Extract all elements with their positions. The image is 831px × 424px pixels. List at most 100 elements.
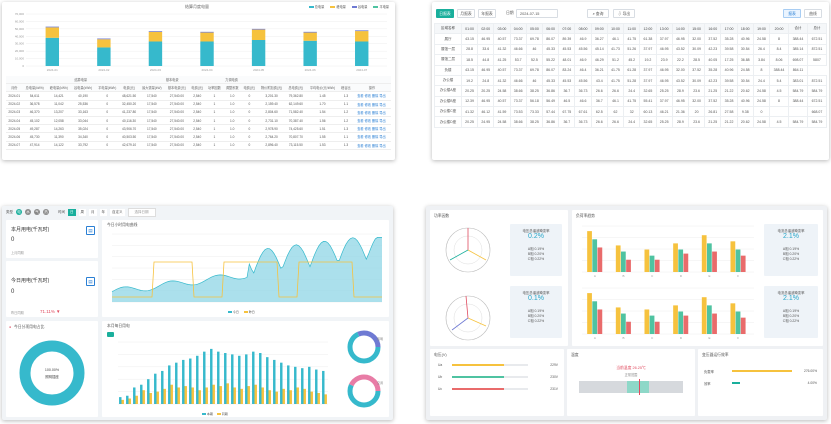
bar-current bbox=[231, 354, 234, 404]
chart-type-toggle[interactable] bbox=[107, 332, 114, 337]
row-action-link[interactable]: 修改 bbox=[364, 94, 371, 99]
electric-icon[interactable]: 电 bbox=[16, 209, 22, 215]
load-bar bbox=[683, 253, 689, 272]
table-cell: 33,792 bbox=[70, 141, 96, 150]
bar-segment bbox=[45, 26, 60, 28]
row-action-link[interactable]: 查看 bbox=[357, 119, 364, 124]
table-cell: 28.8 bbox=[460, 43, 479, 56]
x-tick-label: 2024-05 bbox=[253, 68, 264, 72]
row-action-link[interactable]: 导出 bbox=[379, 94, 386, 99]
row-action-link[interactable]: 删除 bbox=[371, 119, 379, 124]
tab-custom[interactable]: 自定义 bbox=[110, 208, 125, 216]
row-action-link[interactable]: 修改 bbox=[364, 119, 371, 124]
row-action-link[interactable]: 查看 bbox=[357, 110, 364, 115]
row-action-link[interactable]: 修改 bbox=[364, 127, 371, 132]
table-cell: 57.44 bbox=[542, 105, 560, 118]
x-tick-label: F bbox=[737, 274, 739, 278]
row-action-link[interactable]: 导出 bbox=[379, 143, 386, 148]
table-cell: 26.81 bbox=[704, 105, 722, 118]
table-cell: 86.07 bbox=[542, 33, 560, 45]
table-cell: 46.95 bbox=[655, 74, 673, 87]
row-action-link[interactable]: 删除 bbox=[371, 127, 379, 132]
table-cell: 办公楼C座 bbox=[434, 105, 462, 118]
table-cell: 46.9 bbox=[574, 54, 592, 66]
bar-current bbox=[196, 355, 199, 404]
row-action-link[interactable]: 导出 bbox=[379, 110, 386, 115]
table-cell: 35.28 bbox=[720, 95, 738, 108]
table-cell: 45.56 bbox=[574, 43, 592, 56]
water-icon[interactable]: 水 bbox=[25, 209, 31, 215]
row-action-link[interactable]: 查看 bbox=[357, 127, 364, 132]
date-value: 2024-07-15 bbox=[520, 12, 540, 16]
tab-day[interactable]: 日 bbox=[68, 208, 76, 216]
table-cell: 46.6 bbox=[574, 95, 592, 108]
stat-bar bbox=[732, 382, 740, 384]
column-header: 18:00 bbox=[736, 22, 754, 35]
bar-current bbox=[217, 351, 220, 404]
voltage-row: Ua 229V bbox=[438, 363, 558, 375]
table-cell: 14,263 bbox=[46, 124, 71, 134]
row-action-link[interactable]: 删除 bbox=[371, 143, 379, 148]
row-action-link[interactable]: 导出 bbox=[379, 135, 386, 140]
row-action-link[interactable]: 查看 bbox=[357, 143, 364, 148]
row-action-link[interactable]: 删除 bbox=[371, 102, 379, 107]
bar-current bbox=[154, 373, 157, 404]
tab-year[interactable]: 年 bbox=[99, 208, 107, 216]
gauge-sub: 正常范围 bbox=[624, 373, 638, 377]
row-action-link[interactable]: 删除 bbox=[371, 94, 379, 99]
row-action-link[interactable]: 修改 bbox=[364, 110, 371, 115]
row-action-link[interactable]: 查看 bbox=[357, 102, 364, 107]
table-cell: 18.5 bbox=[460, 54, 479, 66]
table-cell: 35.28 bbox=[720, 33, 738, 45]
row-action-link[interactable]: 导出 bbox=[379, 119, 386, 124]
table-cell: 43.4 bbox=[590, 74, 608, 87]
bar-previous bbox=[282, 388, 285, 404]
table-cell: 61.28 bbox=[623, 64, 641, 76]
export-button[interactable]: ⇩ 导出 bbox=[613, 9, 635, 18]
table-cell: 40,190 bbox=[70, 91, 96, 101]
date-picker[interactable]: 2024-07-15 bbox=[516, 9, 558, 18]
daily-title: 本月每日用电 bbox=[107, 324, 130, 328]
kpi-value: 0.1% bbox=[528, 295, 544, 302]
tab-yearly-report[interactable]: 年报表 bbox=[478, 9, 496, 18]
table-cell: 34,340 bbox=[70, 132, 96, 142]
bar-previous bbox=[289, 390, 292, 404]
table-cell: 672.51 bbox=[806, 33, 828, 45]
gas-icon[interactable]: 气 bbox=[34, 209, 40, 215]
tab-week[interactable]: 周 bbox=[78, 208, 86, 216]
tab-daily-report[interactable]: 日报表 bbox=[436, 9, 454, 18]
row-action-link[interactable]: 导出 bbox=[379, 102, 386, 107]
row-action-link[interactable]: 导出 bbox=[379, 127, 386, 132]
query-button[interactable]: ⌕ 查询 bbox=[587, 9, 609, 18]
ring-top-label: 照明 bbox=[377, 337, 384, 341]
date-select[interactable]: 选择日期 bbox=[127, 207, 156, 217]
curve-view-button[interactable]: 曲线 bbox=[804, 9, 822, 18]
table-cell: 1 bbox=[205, 116, 224, 126]
bar-previous bbox=[261, 387, 264, 404]
row-action-link[interactable]: 查看 bbox=[357, 135, 364, 140]
table-cell: 73,115.50 bbox=[285, 141, 306, 150]
bar-previous bbox=[247, 386, 250, 404]
row-action-link[interactable]: 删除 bbox=[371, 135, 379, 140]
table-cell: 51.2 bbox=[606, 54, 625, 66]
donut-ring bbox=[19, 340, 85, 406]
table-cell: 1 bbox=[205, 124, 224, 134]
bar-current bbox=[189, 358, 192, 404]
heat-icon[interactable]: 热 bbox=[43, 209, 49, 215]
row-action-link[interactable]: 删除 bbox=[371, 110, 379, 115]
report-view-button[interactable]: 报表 bbox=[783, 9, 801, 18]
table-cell: 37.97 bbox=[639, 43, 657, 56]
bar-segment bbox=[148, 31, 163, 42]
bar-segment bbox=[251, 28, 266, 30]
tab-month[interactable]: 月 bbox=[89, 208, 97, 216]
row-action-link[interactable]: 修改 bbox=[364, 135, 371, 140]
kpi-current-1: 电流总谐波畸变率 2.1% A相 0.19% B相 0.20% C相 0.22% bbox=[764, 224, 818, 276]
pf-title: 功率因数 bbox=[434, 214, 450, 218]
y-tick-label: 0 bbox=[22, 64, 24, 68]
tab-monthly-report[interactable]: 月报表 bbox=[457, 9, 475, 18]
row-action-link[interactable]: 修改 bbox=[364, 102, 371, 107]
row-action-link[interactable]: 修改 bbox=[364, 143, 371, 148]
kpi-row: C相 0.22% bbox=[782, 257, 800, 261]
row-action-link[interactable]: 查看 bbox=[357, 94, 364, 99]
table-cell: 388.44 bbox=[787, 33, 808, 45]
